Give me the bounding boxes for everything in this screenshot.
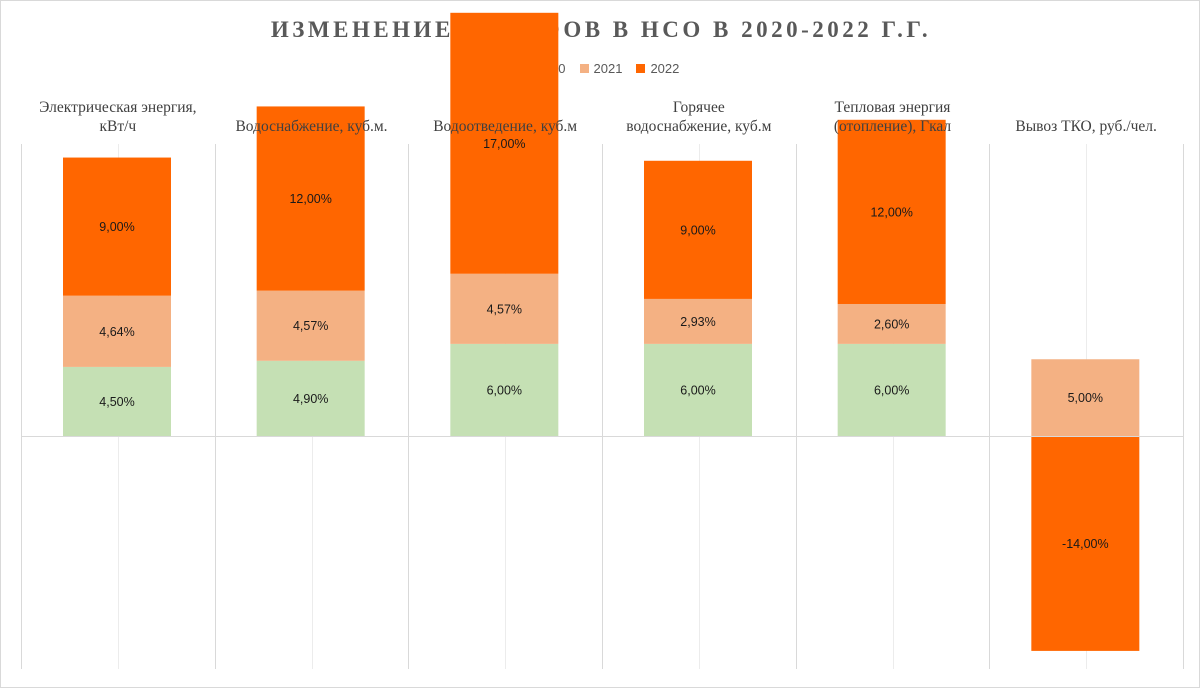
bar-2020-3 (644, 343, 752, 436)
bar-2020-2 (450, 343, 559, 436)
data-label: 9,00% (99, 220, 134, 234)
category-label: Тепловая энергия (отопление), Гкал (834, 99, 952, 135)
bar-2020-1 (256, 360, 365, 436)
data-label: 17,00% (483, 137, 525, 151)
bar-2020-0 (63, 366, 171, 436)
bar-2020-4 (837, 343, 946, 436)
data-label: 4,64% (99, 325, 134, 339)
data-label: 6,00% (874, 383, 909, 397)
data-label: 12,00% (870, 205, 912, 219)
data-label: -14,00% (1062, 537, 1109, 551)
category-label: Горячее водоснабжение, куб.м (626, 99, 771, 135)
category-label: Водоотведение, куб.м (433, 118, 577, 135)
legend-label-2022: 2022 (650, 61, 680, 76)
data-label: 4,90% (293, 392, 328, 406)
bar-2022-5 (1031, 436, 1140, 651)
data-label: 2,93% (680, 315, 715, 329)
data-label: 4,57% (293, 319, 328, 333)
bar-2021-1 (256, 290, 365, 361)
data-label: 6,00% (680, 383, 715, 397)
data-label: 5,00% (1068, 391, 1103, 405)
bar-2021-0 (63, 295, 171, 367)
bar-2021-3 (644, 298, 752, 344)
legend-item-2021: 2021 (579, 61, 623, 76)
bar-2021-2 (450, 273, 559, 344)
bar-2021-4 (837, 303, 946, 344)
category-label: Электрическая энергия, кВт/ч (39, 99, 196, 135)
data-label: 2,60% (874, 317, 909, 331)
legend-label-2021: 2021 (593, 61, 623, 76)
data-label: 12,00% (289, 192, 331, 206)
bar-2022-2 (450, 12, 559, 274)
bar-2022-0 (63, 157, 171, 296)
bar-2022-4 (837, 119, 946, 304)
legend-swatch-2021 (579, 64, 589, 73)
legend-swatch-2022 (636, 64, 646, 73)
category-label: Водоснабжение, куб.м. (235, 118, 387, 135)
bar-2021-5 (1031, 359, 1140, 436)
bar-2022-1 (256, 106, 365, 291)
legend-item-2022: 2022 (636, 61, 679, 76)
category-label: Вывоз ТКО, руб./чел. (1015, 118, 1157, 135)
data-label: 4,57% (487, 302, 522, 316)
data-label: 9,00% (680, 223, 715, 237)
chart-title: ИЗМЕНЕНИЕ ТАРИФОВ В НСО В 2020-2022 Г.Г. (270, 17, 932, 42)
bar-2022-3 (644, 160, 752, 299)
data-label: 6,00% (487, 383, 522, 397)
data-label: 4,50% (99, 395, 134, 409)
